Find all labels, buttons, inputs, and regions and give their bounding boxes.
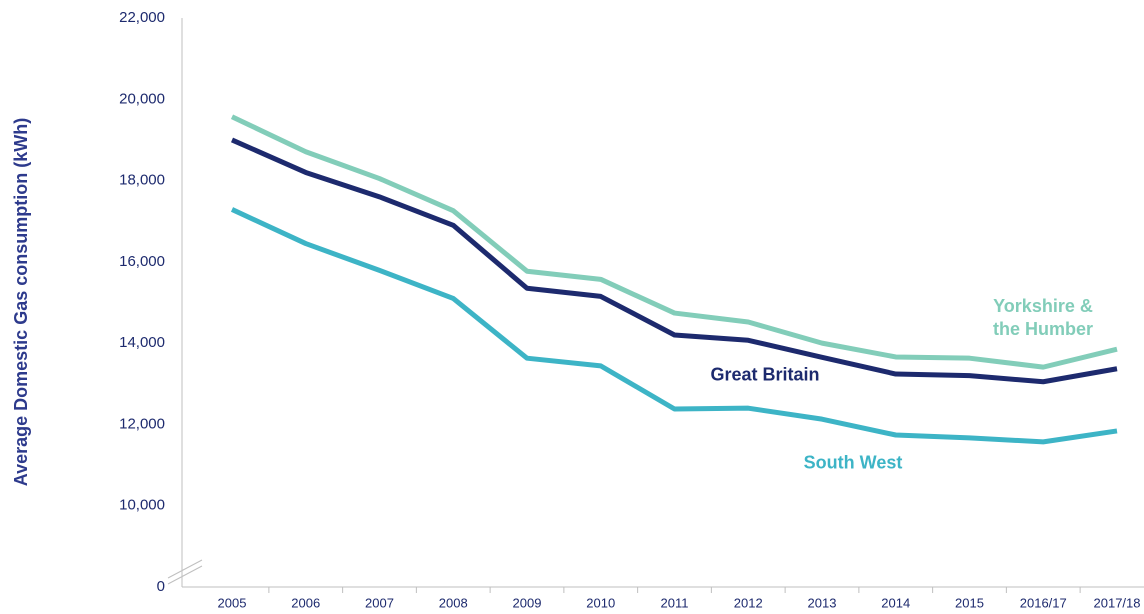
x-tick-label: 2014 [881, 595, 910, 610]
x-tick-label: 2013 [808, 595, 837, 610]
series-label: Great Britain [710, 364, 820, 385]
y-tick-label: 20,000 [119, 90, 165, 107]
x-tick-label: 2011 [661, 595, 689, 610]
series-label: Yorkshire & the Humber [992, 296, 1093, 339]
x-tick-label: 2015 [955, 595, 984, 610]
x-tick-label: 2005 [218, 595, 247, 610]
y-tick-label: 16,000 [119, 253, 165, 270]
y-tick-label: 18,000 [119, 172, 165, 189]
x-tick-label: 2008 [439, 595, 468, 610]
x-tick-label: 2010 [586, 595, 615, 610]
series-line [230, 207, 1118, 445]
axis-break [167, 559, 203, 579]
series-line [230, 114, 1118, 370]
x-tick-label: 2007 [365, 595, 394, 610]
y-tick-label: 12,000 [119, 415, 165, 432]
x-tick-label: 2012 [734, 595, 763, 610]
y-tick-label: 0 [157, 578, 165, 595]
y-axis-label: Average Domestic Gas consumption (kWh) [11, 118, 31, 486]
axis-break [167, 565, 203, 585]
x-tick-label: 2017/18 [1094, 595, 1141, 610]
x-tick-label: 2006 [291, 595, 320, 610]
series-label: South West [803, 452, 903, 473]
series-line [230, 137, 1118, 385]
y-tick-label: 10,000 [119, 497, 165, 514]
y-tick-label: 14,000 [119, 334, 165, 351]
y-tick-label: 22,000 [119, 9, 165, 26]
x-tick-label: 2016/17 [1020, 595, 1067, 610]
x-tick-label: 2009 [513, 595, 542, 610]
